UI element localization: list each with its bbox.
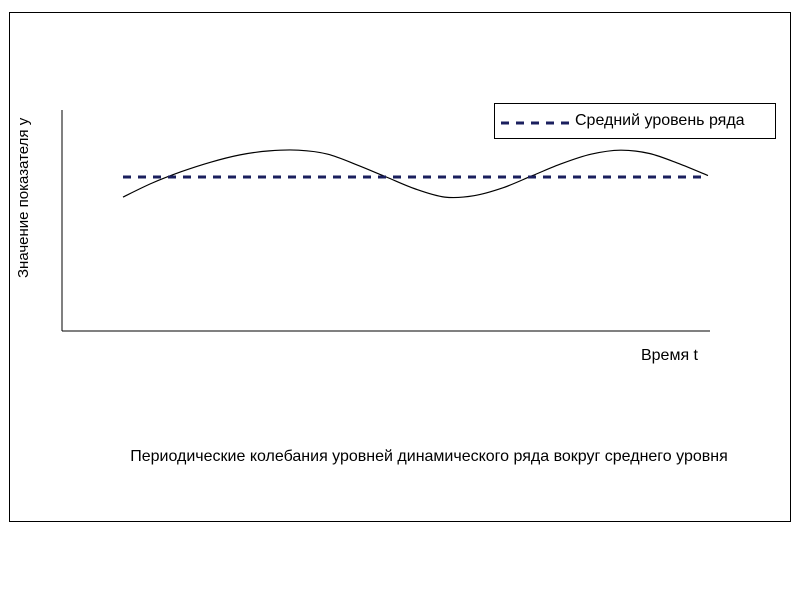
y-axis-label-text: Значение показателя y [15, 117, 32, 278]
x-axis-label: Время t [640, 347, 698, 364]
series-layer [122, 149, 709, 199]
legend-entry-label: Средний уровень ряда [575, 112, 745, 129]
periodic-series-line [122, 149, 709, 199]
legend-dashed-line-icon [501, 121, 573, 125]
y-axis-label: Значение показателя y [9, 88, 49, 278]
figure-caption: Периодические колебания уровней динамиче… [130, 448, 728, 465]
legend: Средний уровень ряда [494, 103, 776, 139]
chart-frame [9, 12, 791, 522]
